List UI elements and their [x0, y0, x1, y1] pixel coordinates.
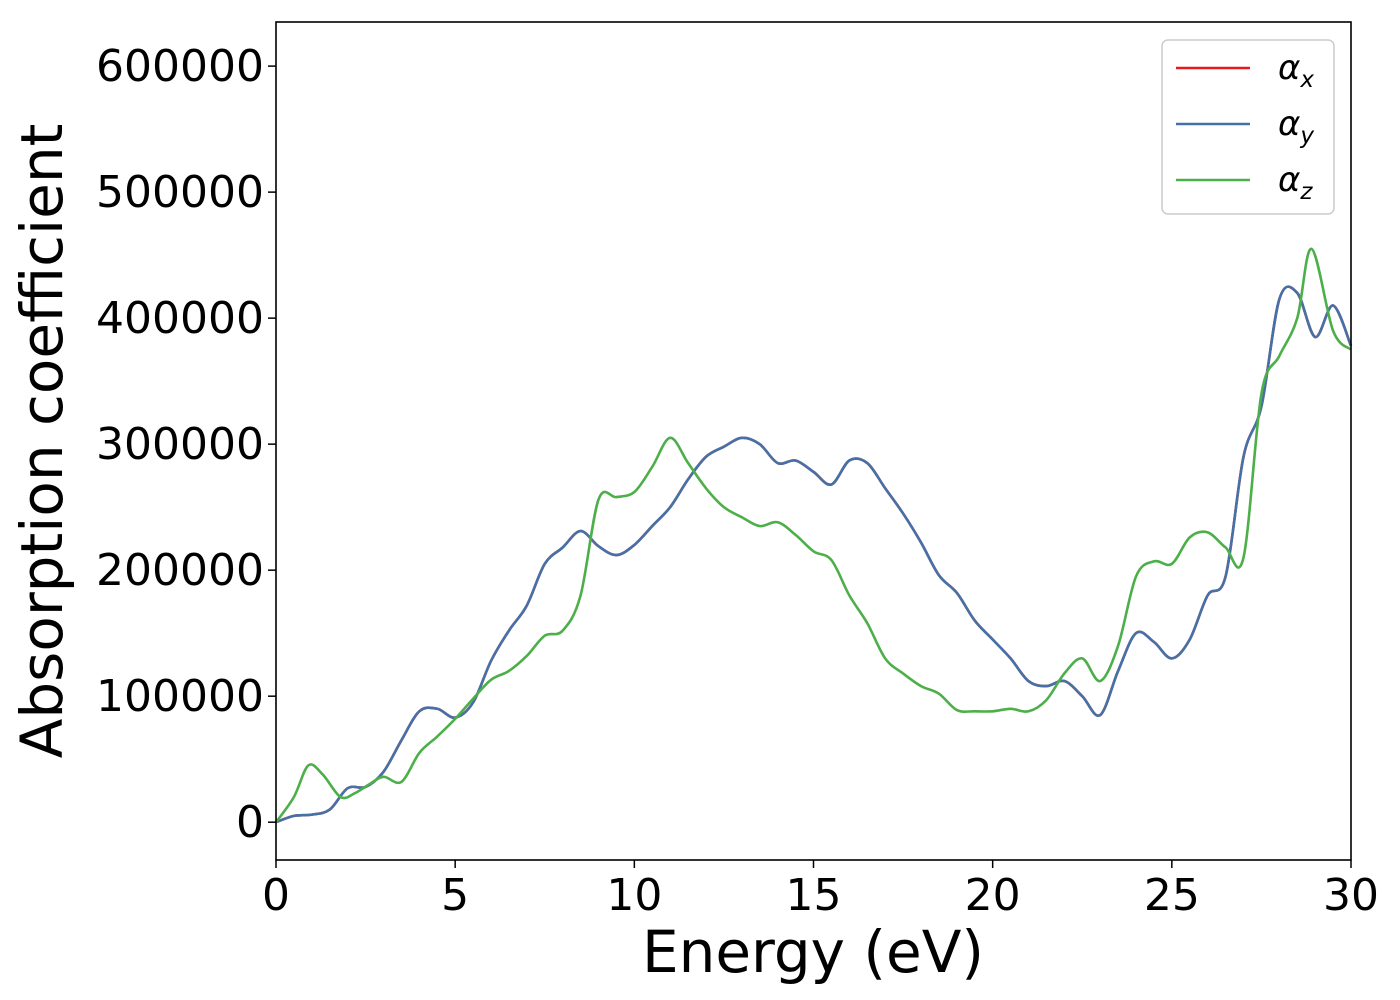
- y-tick-label: 0: [236, 797, 264, 848]
- y-tick-label: 300000: [96, 419, 264, 470]
- y-axis-ticks: 0 100000 200000 300000 400000 500000 600000: [96, 41, 276, 848]
- y-axis-title: Absorption coefficient: [8, 124, 76, 759]
- x-tick-label: 0: [262, 870, 290, 921]
- legend-label-z: αz: [1278, 160, 1313, 205]
- x-axis-title: Energy (eV): [642, 918, 984, 986]
- x-tick-label: 25: [1144, 870, 1200, 921]
- y-tick-label: 600000: [96, 41, 264, 92]
- x-tick-label: 10: [606, 870, 662, 921]
- legend-label-y: αy: [1278, 104, 1314, 149]
- series-line-z: [274, 247, 1352, 823]
- x-tick-label: 15: [786, 870, 842, 921]
- legend: αx αy αz: [1161, 39, 1335, 215]
- x-axis-ticks: 0 5 10 15 20 25 30: [262, 860, 1379, 921]
- series-layer: [274, 247, 1353, 824]
- y-tick-label: 200000: [96, 545, 264, 596]
- x-tick-label: 20: [965, 870, 1021, 921]
- y-tick-label: 500000: [96, 167, 264, 218]
- x-tick-label: 5: [441, 870, 469, 921]
- x-tick-label: 30: [1323, 870, 1379, 921]
- legend-label-x: αx: [1278, 48, 1314, 93]
- legend-box: [1161, 39, 1335, 215]
- y-tick-label: 100000: [96, 671, 264, 722]
- y-tick-label: 400000: [96, 293, 264, 344]
